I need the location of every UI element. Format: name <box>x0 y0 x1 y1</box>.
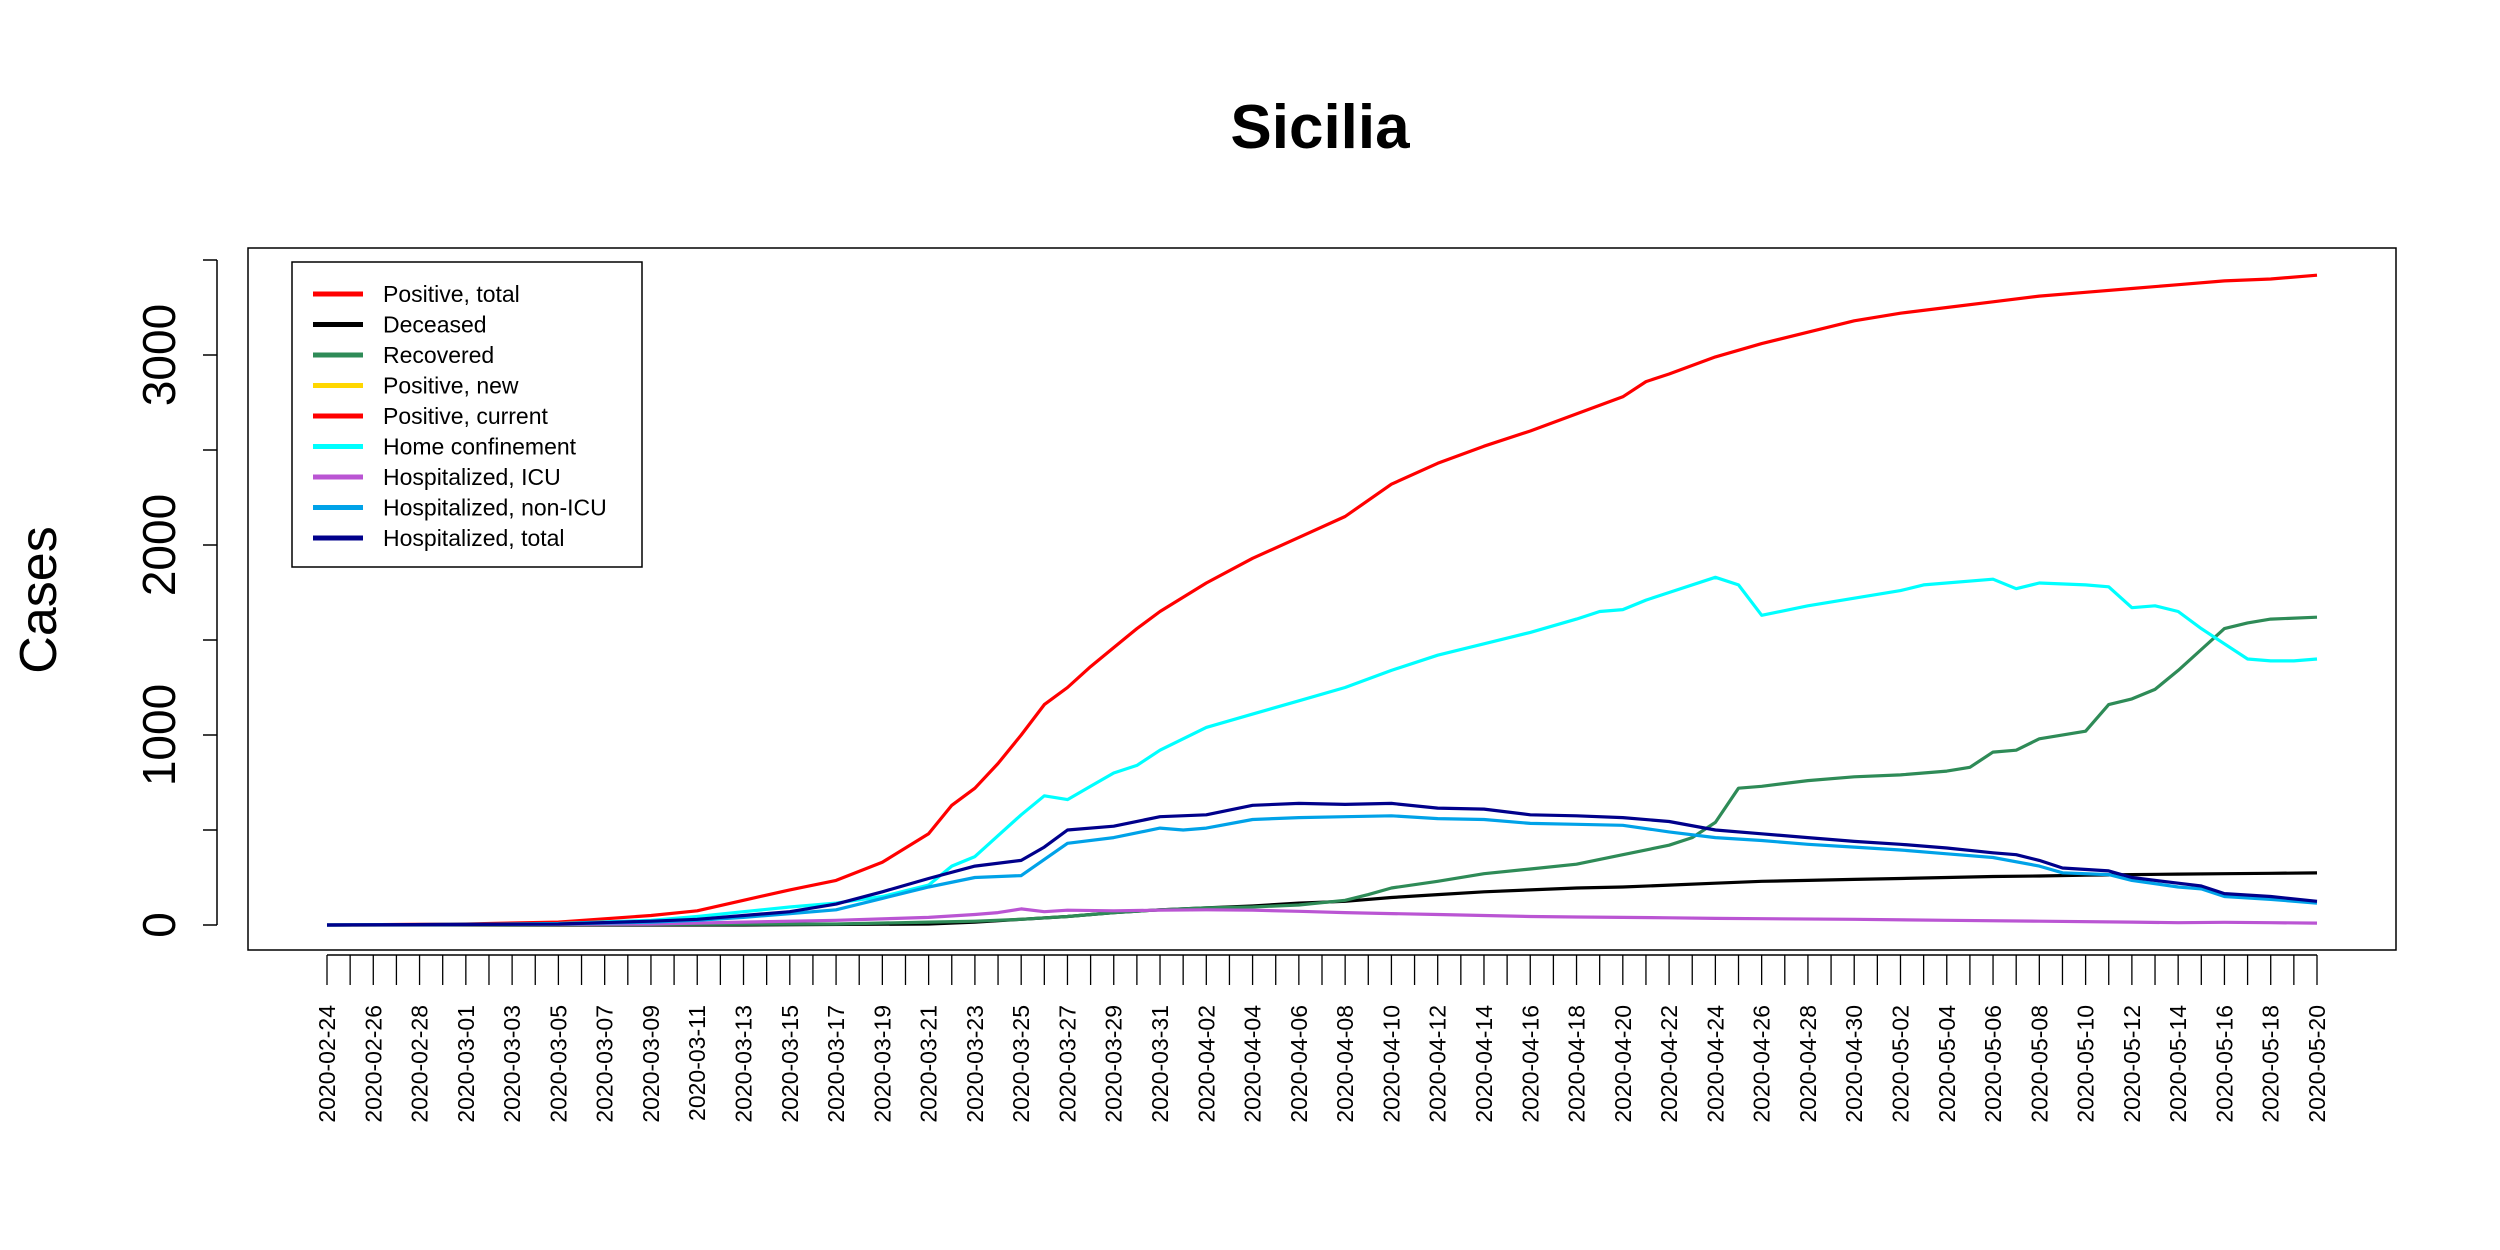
legend-label: Recovered <box>383 342 494 368</box>
x-tick-label: 2020-05-02 <box>1887 1005 1913 1123</box>
x-tick-label: 2020-05-10 <box>2073 1005 2099 1123</box>
x-tick-label: 2020-03-17 <box>823 1005 849 1123</box>
series-hospitalized-non-icu <box>326 814 2318 927</box>
x-tick-label: 2020-04-14 <box>1471 1005 1497 1123</box>
x-tick-label: 2020-03-15 <box>777 1005 803 1123</box>
x-tick-label: 2020-03-21 <box>916 1005 942 1123</box>
x-tick-label: 2020-04-24 <box>1702 1005 1728 1123</box>
x-tick-label: 2020-05-06 <box>1980 1005 2006 1123</box>
series-hospitalized-icu <box>326 907 2318 927</box>
x-tick-label: 2020-02-26 <box>360 1005 386 1123</box>
y-tick-label: 2000 <box>133 494 185 596</box>
x-tick-label: 2020-04-10 <box>1378 1005 1404 1123</box>
x-tick-label: 2020-03-09 <box>638 1005 664 1123</box>
x-tick-label: 2020-04-06 <box>1286 1005 1312 1123</box>
y-axis-label: Cases <box>10 526 68 673</box>
x-tick-label: 2020-03-31 <box>1147 1005 1173 1123</box>
legend-label: Positive, new <box>383 373 519 399</box>
x-tick-label: 2020-04-26 <box>1749 1005 1775 1123</box>
x-tick-label: 2020-03-19 <box>869 1005 895 1123</box>
x-tick-label: 2020-05-04 <box>1934 1005 1960 1123</box>
x-tick-label: 2020-04-18 <box>1564 1005 1590 1123</box>
x-tick-label: 2020-03-07 <box>592 1005 618 1123</box>
legend-label: Hospitalized, total <box>383 525 565 551</box>
y-axis: 0 1000 2000 3000 <box>133 259 218 938</box>
plot-frame <box>247 247 2397 951</box>
x-tick-label: 2020-05-12 <box>2119 1005 2145 1123</box>
legend: Positive, total Deceased Recovered Positive… <box>291 261 643 568</box>
x-tick-label: 2020-03-29 <box>1101 1005 1127 1123</box>
x-tick-label: 2020-02-28 <box>407 1005 433 1123</box>
x-tick-label: 2020-03-05 <box>545 1005 571 1123</box>
series-hospitalized-total <box>326 801 2318 927</box>
x-tick-label: 2020-03-13 <box>731 1005 757 1123</box>
x-tick-label: 2020-03-01 <box>453 1005 479 1123</box>
x-tick-label: 2020-04-04 <box>1240 1005 1266 1123</box>
x-tick-label: 2020-02-24 <box>314 1005 340 1123</box>
legend-label: Home confinement <box>383 434 577 460</box>
chart-title: Sicilia <box>1230 93 1410 162</box>
x-tick-label: 2020-05-08 <box>2026 1005 2052 1123</box>
series-group <box>326 273 2318 927</box>
x-tick-label: 2020-04-20 <box>1610 1005 1636 1123</box>
legend-label: Deceased <box>383 312 487 338</box>
legend-label: Positive, total <box>383 281 520 307</box>
x-axis: 2020-02-24 2020-02-26 2020-02-28 2020-03-01… <box>314 954 2330 1123</box>
legend-label: Positive, current <box>383 403 549 429</box>
x-tick-label: 2020-04-28 <box>1795 1005 1821 1123</box>
x-tick-label: 2020-04-16 <box>1517 1005 1543 1123</box>
y-tick-label: 3000 <box>133 304 185 406</box>
y-tick-label: 1000 <box>133 684 185 786</box>
x-tick-label: 2020-03-11 <box>684 1005 710 1121</box>
x-tick-label: 2020-04-22 <box>1656 1005 1682 1123</box>
x-tick-label: 2020-04-30 <box>1841 1005 1867 1123</box>
x-tick-label: 2020-03-27 <box>1054 1005 1080 1123</box>
x-tick-label: 2020-03-23 <box>962 1005 988 1123</box>
x-tick-label: 2020-03-03 <box>499 1005 525 1123</box>
x-tick-label: 2020-04-12 <box>1425 1005 1451 1123</box>
series-home-confinement <box>326 575 2318 927</box>
y-tick-label: 0 <box>133 912 185 938</box>
x-tick-label: 2020-04-08 <box>1332 1005 1358 1123</box>
series-positive-total <box>326 273 2318 927</box>
x-tick-label: 2020-03-25 <box>1008 1005 1034 1123</box>
x-tick-label: 2020-04-02 <box>1193 1005 1219 1123</box>
series-recovered <box>326 615 2318 927</box>
legend-label: Hospitalized, non-ICU <box>383 495 607 521</box>
x-tick-label: 2020-05-18 <box>2258 1005 2284 1123</box>
legend-label: Hospitalized, ICU <box>383 464 561 490</box>
x-tick-label: 2020-05-20 <box>2304 1005 2330 1123</box>
x-tick-label: 2020-05-14 <box>2165 1005 2191 1123</box>
x-tick-label: 2020-05-16 <box>2211 1005 2237 1123</box>
